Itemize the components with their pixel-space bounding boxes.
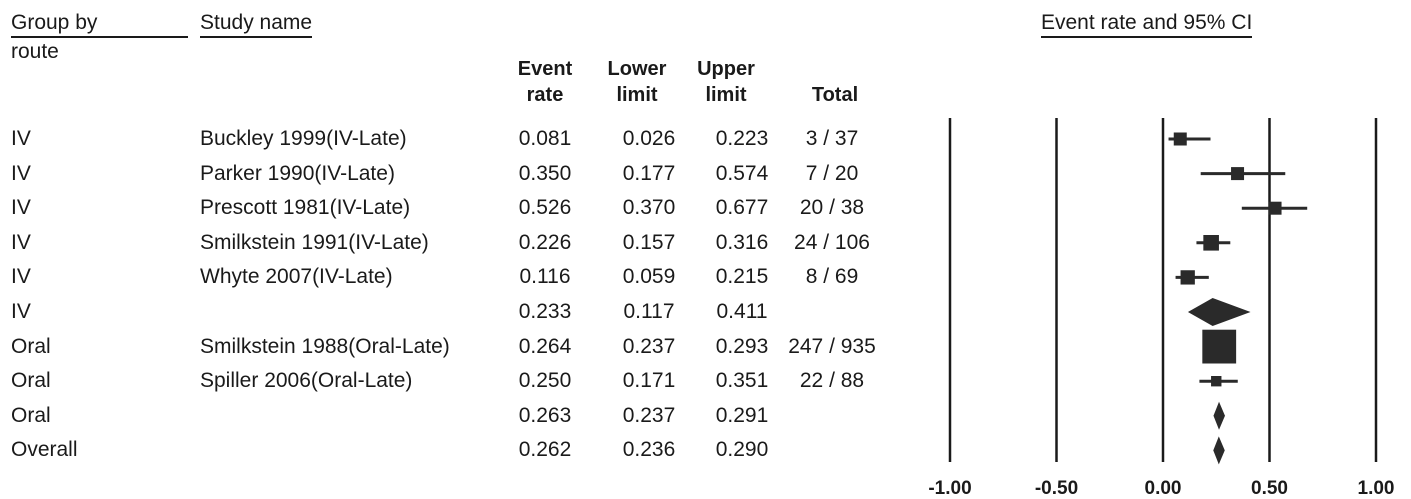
- upper-limit-cell: 0.677: [715, 196, 769, 220]
- lower-limit-cell: 0.171: [622, 369, 676, 393]
- total-cell: 24 / 106: [794, 230, 870, 254]
- point-estimate-square: [1180, 270, 1195, 285]
- group-cell: IV: [11, 161, 31, 185]
- group-cell: Oral: [11, 403, 51, 427]
- event-rate-cell: 0.526: [518, 196, 572, 220]
- group-cell: IV: [11, 127, 31, 150]
- event-rate-cell: 0.116: [519, 265, 571, 289]
- lower-limit-cell: 0.157: [622, 230, 676, 254]
- lower-limit-cell: 0.236: [622, 438, 676, 462]
- total-cell: 20 / 38: [799, 196, 865, 220]
- group-cell: Oral: [11, 334, 51, 358]
- x-tick-label: 1.00: [1358, 478, 1395, 499]
- group-cell: Overall: [11, 438, 78, 462]
- total-cell: 8 / 69: [805, 265, 859, 289]
- upper-limit-cell: 0.574: [715, 161, 769, 185]
- group-cell: Oral: [11, 369, 51, 393]
- point-estimate-square: [1211, 376, 1222, 387]
- group-cell: IV: [11, 196, 31, 220]
- event-rate-cell: 0.263: [518, 403, 572, 427]
- lower-limit-cell: 0.237: [622, 403, 676, 427]
- total-cell: 7 / 20: [805, 161, 859, 185]
- event-rate-cell: 0.350: [518, 161, 572, 185]
- point-estimate-square: [1203, 235, 1219, 251]
- event-rate-cell: 0.250: [518, 369, 572, 393]
- event-rate-cell: 0.226: [518, 230, 572, 254]
- event-rate-cell: 0.081: [518, 127, 572, 150]
- total-header: Total: [811, 84, 859, 106]
- lower-limit-cell: 0.026: [622, 127, 676, 150]
- event-rate-cell: 0.262: [518, 438, 572, 462]
- event-rate-header: Event rate: [517, 58, 573, 106]
- total-cell: 22 / 88: [799, 369, 865, 393]
- point-estimate-square: [1231, 167, 1245, 181]
- upper-limit-cell: 0.411: [716, 300, 768, 323]
- point-estimate-square: [1173, 132, 1187, 146]
- lower-limit-cell: 0.059: [622, 265, 676, 289]
- lower-limit-cell: 0.370: [622, 196, 676, 220]
- upper-limit-cell: 0.293: [715, 334, 769, 358]
- study-cell: Smilkstein 1988(Oral-Late): [200, 334, 450, 358]
- point-estimate-square: [1268, 201, 1282, 215]
- summary-diamond: [1213, 401, 1225, 430]
- event-rate-cell: 0.233: [518, 300, 572, 323]
- study-cell: Prescott 1981(IV-Late): [200, 196, 411, 220]
- upper-limit-cell: 0.316: [715, 230, 769, 254]
- plot-title: Event rate and 95% CI: [1041, 11, 1253, 38]
- study-cell: Buckley 1999(IV-Late): [200, 127, 407, 150]
- upper-limit-cell: 0.223: [715, 127, 769, 150]
- x-tick-label: 0.00: [1145, 478, 1182, 499]
- upper-limit-cell: 0.290: [715, 438, 769, 462]
- study-name-header: Study name: [200, 11, 313, 38]
- study-cell: Parker 1990(IV-Late): [200, 161, 395, 185]
- lower-limit-cell: 0.177: [622, 161, 676, 185]
- summary-diamond: [1187, 298, 1251, 326]
- x-tick-label: 0.50: [1251, 478, 1288, 499]
- group-cell: IV: [11, 300, 31, 323]
- point-estimate-square: [1202, 329, 1237, 364]
- lower-limit-header: Lower limit: [607, 58, 667, 106]
- total-cell: 247 / 935: [788, 334, 876, 358]
- summary-diamond: [1213, 436, 1225, 465]
- upper-limit-cell: 0.291: [715, 403, 769, 427]
- event-rate-cell: 0.264: [518, 334, 572, 358]
- study-cell: Whyte 2007(IV-Late): [200, 265, 393, 289]
- upper-limit-cell: 0.215: [715, 265, 769, 289]
- upper-limit-cell: 0.351: [715, 369, 769, 393]
- group-cell: IV: [11, 265, 31, 289]
- study-cell: Spiller 2006(Oral-Late): [200, 369, 413, 393]
- x-tick-label: -1.00: [928, 478, 971, 499]
- x-tick-label: -0.50: [1035, 478, 1078, 499]
- group-by-header: Group by: [11, 11, 188, 38]
- lower-limit-cell: 0.237: [622, 334, 676, 358]
- lower-limit-cell: 0.117: [623, 300, 675, 323]
- study-cell: Smilkstein 1991(IV-Late): [200, 230, 429, 254]
- route-header: route: [11, 40, 59, 63]
- group-cell: IV: [11, 230, 31, 254]
- upper-limit-header: Upper limit: [697, 58, 755, 106]
- total-cell: 3 / 37: [805, 127, 859, 150]
